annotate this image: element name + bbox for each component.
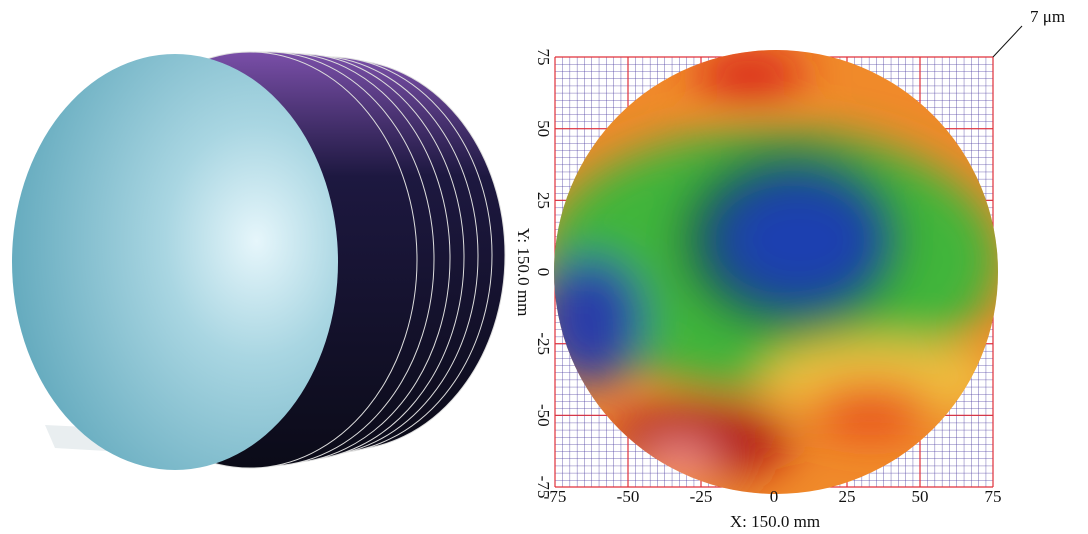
x-tick-label: 25	[839, 487, 856, 506]
x-tick-label: 75	[985, 487, 1002, 506]
y-tick-label: 75	[534, 49, 553, 66]
x-tick-label: -50	[617, 487, 640, 506]
annotation: 7 μm	[1030, 7, 1065, 26]
surface-blob	[720, 180, 880, 300]
y-tick-label: 0	[534, 268, 553, 277]
y-tick-label: -75	[534, 476, 553, 499]
leader-line	[993, 26, 1022, 57]
y-tick-label: 50	[534, 120, 553, 137]
x-tick-label: -25	[690, 487, 713, 506]
wafer-photo	[12, 52, 505, 470]
x-axis-label: X: 150.0 mm	[730, 512, 820, 531]
x-tick-label: 0	[770, 487, 779, 506]
plot	[535, 40, 1010, 510]
y-tick-label: -50	[534, 404, 553, 427]
y-tick-label: -25	[534, 332, 553, 355]
y-axis-label: Y: 150.0 mm	[514, 228, 533, 317]
figure: 7 μm X: 150.0 mm Y: 150.0 mm -75 -50 -25 0 2…	[0, 0, 1088, 534]
surface-blob	[810, 385, 930, 435]
y-tick-label: 25	[534, 192, 553, 209]
x-tick-label: 50	[912, 487, 929, 506]
